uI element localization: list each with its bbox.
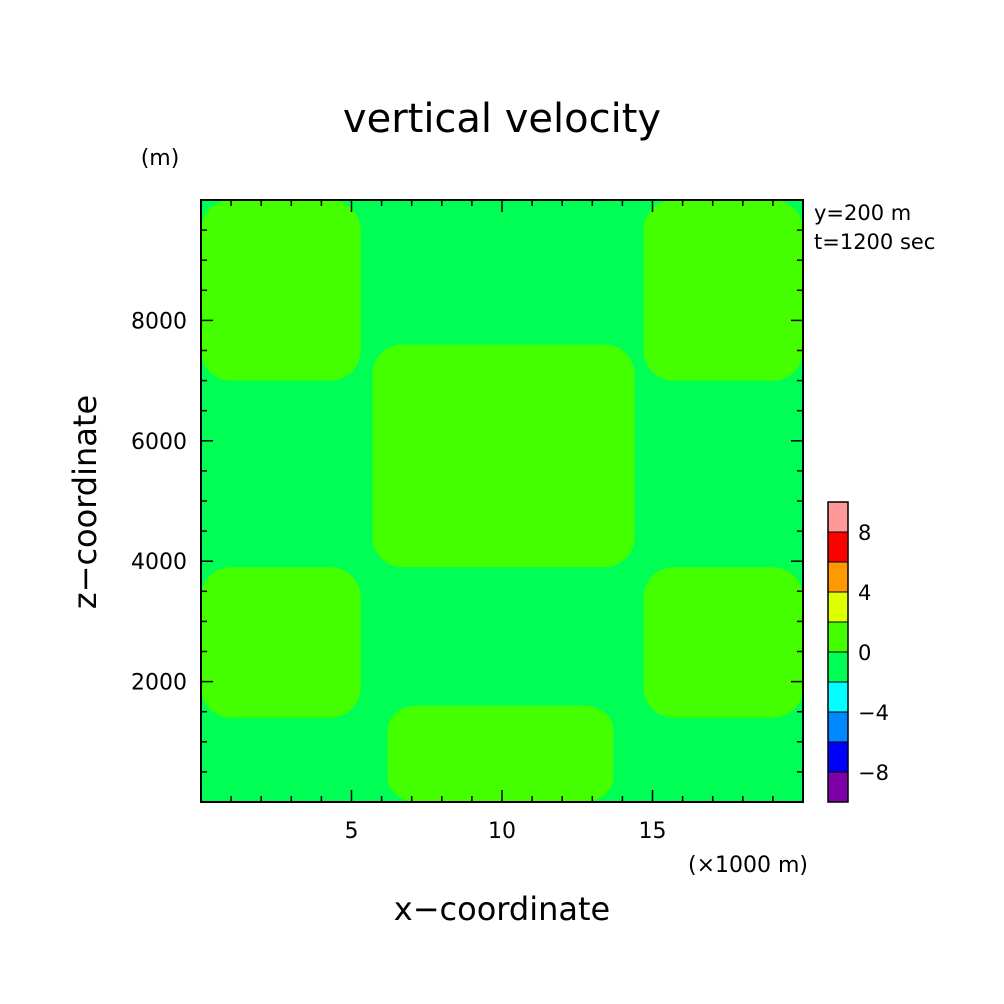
x-axis-unit: (×1000 m) <box>688 853 808 878</box>
region-mid-left <box>201 567 361 718</box>
annotation-t: t=1200 sec <box>814 230 935 254</box>
x-tick-label: 15 <box>639 819 667 844</box>
region-top-left <box>201 200 361 381</box>
colorbar-tick-label: 4 <box>858 581 871 605</box>
region-center-bottom <box>387 705 614 802</box>
y-tick-label: 6000 <box>131 430 187 455</box>
region-mid-right <box>643 567 803 718</box>
colorbar-swatch <box>827 681 849 713</box>
region-center-upper <box>372 344 635 568</box>
x-tick-label: 10 <box>488 819 516 844</box>
region-top-right <box>643 200 803 381</box>
colorbar-tick-label: −8 <box>858 761 889 785</box>
colorbar-swatch <box>827 741 849 773</box>
field-regions <box>201 200 803 802</box>
plot-area: 5 10 15 2000 4000 6000 8000 <box>131 199 804 844</box>
colorbar-swatch <box>827 711 849 743</box>
y-tick-label: 4000 <box>131 550 187 575</box>
x-axis-label: x−coordinate <box>394 890 610 928</box>
colorbar-tick-label: 0 <box>858 641 871 665</box>
colorbar-swatch <box>827 591 849 623</box>
y-axis-ticks: 2000 4000 6000 8000 <box>131 229 803 773</box>
colorbar-swatch <box>827 771 849 803</box>
y-axis-unit: (m) <box>141 146 180 171</box>
x-axis-ticks: 5 10 15 <box>230 200 774 844</box>
y-axis-label: z−coordinate <box>66 395 104 609</box>
chart-title: vertical velocity <box>343 96 661 142</box>
colorbar-swatch <box>827 501 849 533</box>
x-tick-label: 5 <box>345 819 359 844</box>
colorbar-tick-label: 8 <box>858 521 871 545</box>
colorbar-frame <box>827 501 849 803</box>
colorbar-swatch <box>827 621 849 653</box>
annotation-y: y=200 m <box>814 201 911 225</box>
colorbar: −8 −4 0 4 8 <box>827 501 889 803</box>
colorbar-tick-label: −4 <box>858 701 889 725</box>
y-tick-label: 2000 <box>131 671 187 696</box>
y-tick-label: 8000 <box>131 309 187 334</box>
colorbar-swatch <box>827 561 849 593</box>
colorbar-swatch <box>827 531 849 563</box>
colorbar-swatch <box>827 651 849 683</box>
